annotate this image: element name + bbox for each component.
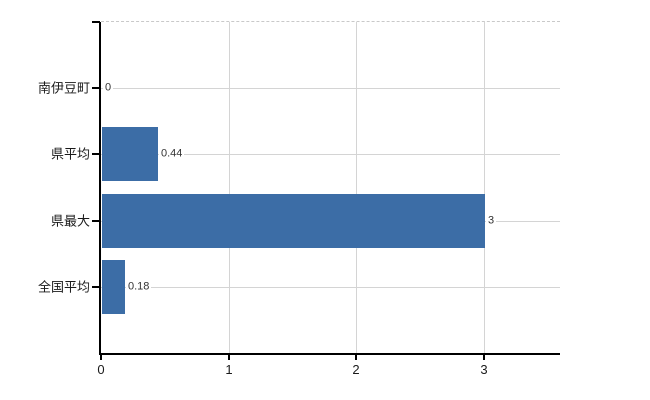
value-label: 0.44 (159, 147, 185, 160)
bar (102, 127, 158, 181)
category-label: 県最大 (50, 213, 90, 229)
x-axis-tick (483, 355, 485, 360)
category-gridline (101, 88, 560, 89)
category-label: 南伊豆町 (37, 80, 90, 96)
category-label: 県平均 (50, 146, 90, 162)
bar (102, 260, 125, 314)
category-tick (92, 87, 100, 89)
x-gridline (356, 22, 357, 353)
category-tick (92, 220, 100, 222)
y-axis-top-tick (92, 21, 100, 23)
y-axis-line (99, 22, 101, 353)
x-gridline (484, 22, 485, 353)
value-label: 0.18 (126, 280, 152, 293)
x-tick-label: 2 (352, 362, 360, 377)
category-tick (92, 153, 100, 155)
category-gridline (101, 154, 560, 155)
x-tick-label: 1 (225, 362, 233, 377)
category-label: 全国平均 (37, 279, 90, 295)
plot-top-border (101, 21, 560, 22)
x-gridline (229, 22, 230, 353)
value-label: 3 (486, 214, 497, 227)
x-axis-tick (100, 355, 102, 360)
category-tick (92, 286, 100, 288)
x-tick-label: 0 (97, 362, 105, 377)
value-label: 0 (103, 81, 114, 94)
x-tick-label: 3 (480, 362, 488, 377)
category-gridline (101, 287, 560, 288)
x-axis-tick (228, 355, 230, 360)
bar (102, 194, 485, 248)
x-axis-line (99, 353, 560, 355)
x-axis-tick (355, 355, 357, 360)
